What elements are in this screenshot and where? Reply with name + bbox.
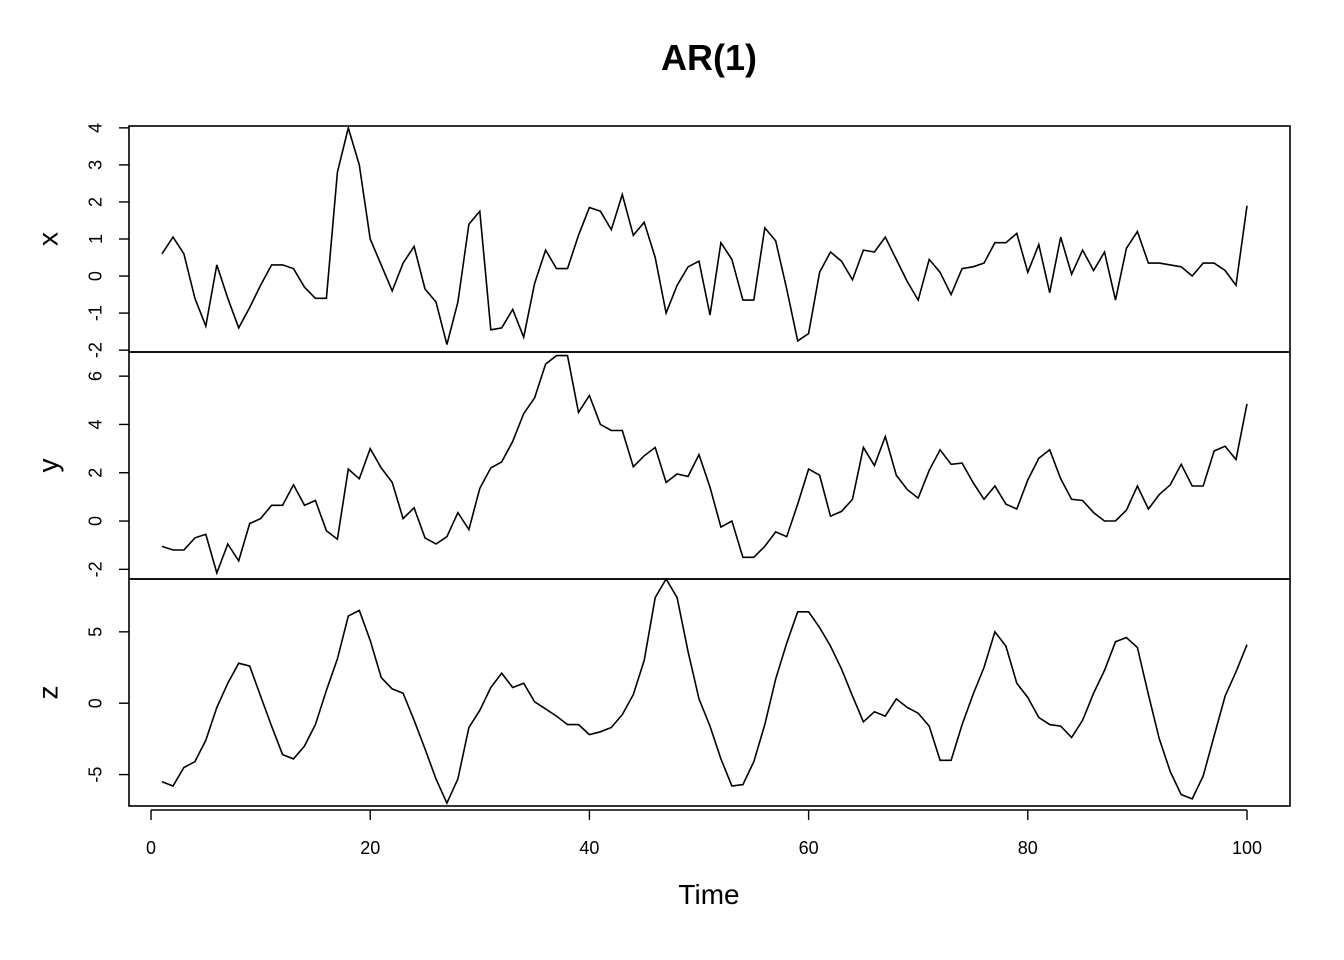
y-tick-label-z-0: -5 <box>86 767 106 783</box>
panel-z: -5 0 5 z <box>32 577 1291 807</box>
y-axis-label-x: x <box>32 232 63 246</box>
y-tick-label-x-6: 4 <box>86 123 106 133</box>
panel-x: -2 -1 0 1 2 3 4 x <box>32 123 1291 358</box>
series-line-y <box>161 354 1248 576</box>
x-tick-label-3: 60 <box>799 838 819 858</box>
panel-y: -2 0 2 4 6 y <box>32 351 1291 580</box>
y-tick-label-z-1: 0 <box>86 698 106 708</box>
y-tick-label-y-3: 4 <box>86 419 106 429</box>
y-tick-label-x-3: 1 <box>86 234 106 244</box>
y-tick-label-y-1: 0 <box>86 516 106 526</box>
y-tick-label-x-1: -1 <box>86 305 106 321</box>
series-line-x <box>161 124 1248 345</box>
panel-frame-z <box>128 578 1291 807</box>
panel-frame-x <box>128 125 1291 353</box>
y-tick-label-y-2: 2 <box>86 468 106 478</box>
y-axis-label-z: z <box>32 686 63 700</box>
y-tick-label-y-4: 6 <box>86 371 106 381</box>
x-tick-label-5: 100 <box>1232 838 1262 858</box>
panels: -2 -1 0 1 2 3 4 x -2 0 2 4 6 y -5 0 5 z <box>32 123 1291 807</box>
x-tick-label-0: 0 <box>146 838 156 858</box>
series-line-z <box>161 577 1248 806</box>
y-tick-label-y-0: -2 <box>86 561 106 577</box>
y-tick-label-x-5: 3 <box>86 160 106 170</box>
y-tick-label-z-2: 5 <box>86 627 106 637</box>
x-tick-label-1: 20 <box>360 838 380 858</box>
y-tick-label-x-0: -2 <box>86 342 106 358</box>
x-tick-label-4: 80 <box>1018 838 1038 858</box>
y-axis-label-y: y <box>32 459 63 473</box>
y-tick-label-x-2: 0 <box>86 271 106 281</box>
x-tick-label-2: 40 <box>579 838 599 858</box>
x-axis: 0 20 40 60 80 100 <box>146 809 1262 858</box>
y-tick-label-x-4: 2 <box>86 197 106 207</box>
chart-title: AR(1) <box>661 37 757 78</box>
panel-frame-y <box>128 351 1291 580</box>
x-axis-label: Time <box>678 879 739 910</box>
